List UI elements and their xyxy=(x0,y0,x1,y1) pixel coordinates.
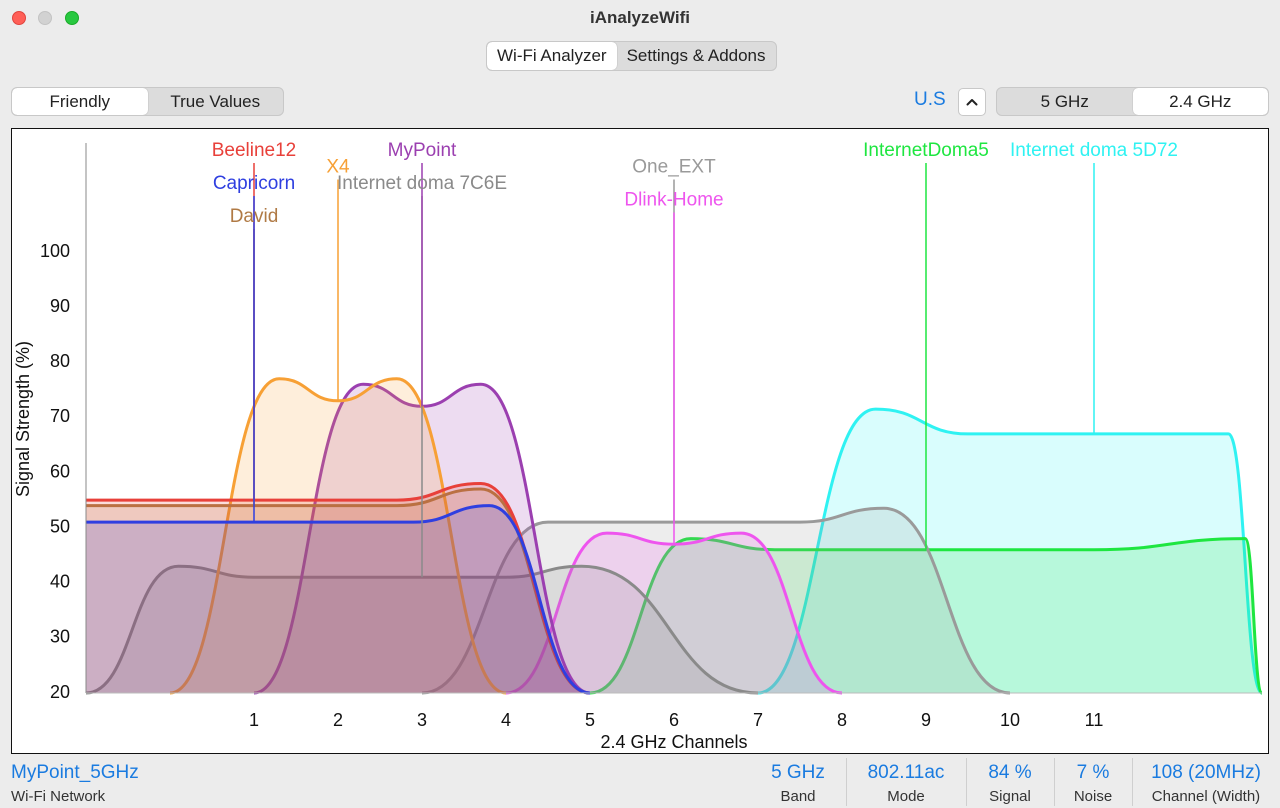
band-24ghz-button[interactable]: 2.4 GHz xyxy=(1132,88,1268,115)
signal-chart-svg: 20 30 40 50 60 70 80 90 100 1 2 3 4 5 6 7 8 9 10 11 2.4 GHz … xyxy=(13,140,1264,752)
noise-value: 7 % xyxy=(1076,762,1110,783)
title-bar: iAnalyzeWifi xyxy=(0,0,1280,36)
band-stat: 5 GHz Band xyxy=(754,756,842,808)
band-caption: Band xyxy=(780,788,816,805)
divider xyxy=(966,758,967,806)
y-tick-label: 30 xyxy=(50,627,70,647)
channel-value: 108 (20MHz) xyxy=(1151,762,1261,783)
band-5ghz-button[interactable]: 5 GHz xyxy=(1040,91,1089,111)
y-tick-label: 70 xyxy=(50,406,70,426)
y-tick-label: 90 xyxy=(50,296,70,316)
y-tick-label: 100 xyxy=(40,241,70,261)
series-label-9[interactable]: Capricorn xyxy=(213,173,295,194)
series-label-5[interactable]: MyPoint xyxy=(388,140,457,161)
series-label-7[interactable]: David xyxy=(230,206,279,227)
divider xyxy=(1054,758,1055,806)
network-name: MyPoint_5GHz xyxy=(11,762,139,783)
x-tick-label: 4 xyxy=(501,710,511,730)
series-label-4[interactable]: Internet doma 7C6E xyxy=(337,173,507,194)
y-tick-label: 60 xyxy=(50,461,70,481)
y-axis-title: Signal Strength (%) xyxy=(13,341,33,497)
series-label-8[interactable]: Beeline12 xyxy=(212,140,297,161)
chevron-up-icon xyxy=(966,99,978,106)
series-area-9 xyxy=(86,505,590,693)
friendly-mode-button[interactable]: Friendly xyxy=(12,88,148,115)
x-tick-label: 7 xyxy=(753,710,763,730)
minimize-window-button[interactable] xyxy=(38,11,52,25)
series-line-0[interactable] xyxy=(757,407,1264,695)
status-footer: MyPoint_5GHz Wi-Fi Network 5 GHz Band 80… xyxy=(0,756,1280,808)
x-tick-label: 8 xyxy=(837,710,847,730)
zoom-window-button[interactable] xyxy=(65,11,79,25)
series-area-2 xyxy=(422,508,1010,693)
network-caption: Wi-Fi Network xyxy=(11,788,106,805)
channel-caption: Channel (Width) xyxy=(1151,788,1261,805)
divider xyxy=(846,758,847,806)
true-values-mode-button[interactable]: True Values xyxy=(170,91,261,111)
region-label[interactable]: U.S xyxy=(914,89,946,110)
noise-stat: 7 % Noise xyxy=(1058,756,1128,808)
y-tick-label: 80 xyxy=(50,351,70,371)
band-value: 5 GHz xyxy=(771,762,825,783)
channel-stat: 108 (20MHz) Channel (Width) xyxy=(1136,756,1276,808)
noise-caption: Noise xyxy=(1073,788,1113,805)
series-area-7 xyxy=(86,489,590,693)
y-tick-label: 20 xyxy=(50,682,70,702)
x-tick-label: 6 xyxy=(669,710,679,730)
x-tick-label: 5 xyxy=(585,710,595,730)
series-area-1 xyxy=(590,538,1262,693)
series-label-2[interactable]: One_EXT xyxy=(632,157,716,178)
x-tick-label: 10 xyxy=(1000,710,1020,730)
series-line-9[interactable] xyxy=(85,504,591,695)
series-label-0[interactable]: Internet doma 5D72 xyxy=(1010,140,1178,161)
series-area-4 xyxy=(86,566,758,693)
signal-caption: Signal xyxy=(989,788,1031,805)
mode-stat: 802.11ac Mode xyxy=(850,756,962,808)
tab-wifi-analyzer[interactable]: Wi-Fi Analyzer xyxy=(487,42,617,70)
x-tick-label: 2 xyxy=(333,710,343,730)
series-label-3[interactable]: Dlink-Home xyxy=(624,190,723,211)
band-toggle: 5 GHz 2.4 GHz xyxy=(996,87,1269,116)
mode-caption: Mode xyxy=(887,788,925,805)
y-tick-label: 50 xyxy=(50,516,70,536)
window-title: iAnalyzeWifi xyxy=(590,8,690,27)
x-tick-label: 3 xyxy=(417,710,427,730)
x-tick-label: 11 xyxy=(1085,710,1104,730)
region-menu-button[interactable] xyxy=(958,88,986,116)
main-tabs: Wi-Fi Analyzer Settings & Addons xyxy=(486,41,777,71)
series-area-3 xyxy=(506,533,842,693)
x-tick-label: 1 xyxy=(249,710,259,730)
series-label-6[interactable]: X4 xyxy=(326,157,350,178)
y-tick-label: 40 xyxy=(50,572,70,592)
signal-value: 84 % xyxy=(988,762,1032,783)
mode-value: 802.11ac xyxy=(867,762,945,783)
x-tick-label: 9 xyxy=(921,710,931,730)
series-line-2[interactable] xyxy=(421,506,1011,695)
close-window-button[interactable] xyxy=(12,11,26,25)
series-label-1[interactable]: InternetDoma5 xyxy=(863,140,989,161)
tab-settings-addons[interactable]: Settings & Addons xyxy=(626,46,766,65)
divider xyxy=(1132,758,1133,806)
series-line-4[interactable] xyxy=(85,564,759,695)
signal-stat: 84 % Signal xyxy=(970,756,1050,808)
x-axis-title: 2.4 GHz Channels xyxy=(600,732,747,752)
display-mode-toggle: Friendly True Values xyxy=(11,87,284,116)
series-line-3[interactable] xyxy=(505,531,843,695)
series-area-8 xyxy=(86,483,590,693)
signal-chart: 20 30 40 50 60 70 80 90 100 1 2 3 4 5 6 7 8 9 10 11 2.4 GHz … xyxy=(11,128,1269,754)
